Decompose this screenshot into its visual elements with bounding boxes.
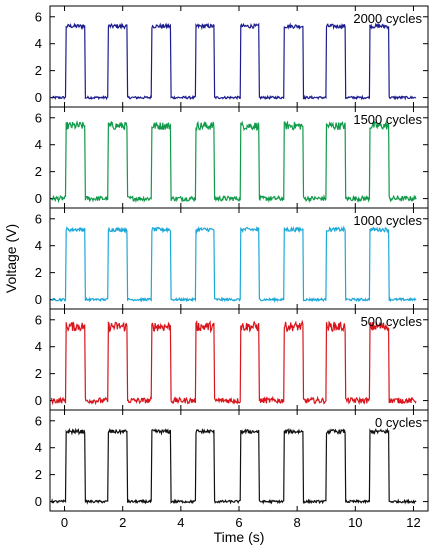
x-tick-label: 8 xyxy=(294,515,301,530)
y-tick-label: 0 xyxy=(35,292,42,307)
panel-label: 1000 cycles xyxy=(353,213,422,228)
panel-frame xyxy=(49,409,429,512)
y-tick-label: 0 xyxy=(35,191,42,206)
x-axis: 0 2 4 6 8 10 12 xyxy=(61,515,421,530)
y-tick-label: 6 xyxy=(35,211,42,226)
x-tick-label: 6 xyxy=(235,515,242,530)
x-tick-label: 12 xyxy=(406,515,420,530)
y-tick-label: 0 xyxy=(35,393,42,408)
x-axis-title: Time (s) xyxy=(214,529,265,545)
y-tick-label: 6 xyxy=(35,312,42,327)
y-axis-title: Voltage (V) xyxy=(3,224,19,293)
series-line xyxy=(51,120,417,204)
y-tick-label: 2 xyxy=(35,63,42,78)
panel-3: 0 2 4 6 500 cycles xyxy=(35,308,429,411)
panel-label: 0 cycles xyxy=(375,415,422,430)
series-line xyxy=(50,427,417,505)
y-tick-label: 4 xyxy=(35,137,42,152)
y-tick-label: 4 xyxy=(35,339,42,354)
panel-1: 0 2 4 6 1500 cycles xyxy=(35,106,429,209)
x-tick-label: 2 xyxy=(119,515,126,530)
y-tick-label: 4 xyxy=(35,238,42,253)
y-tick-label: 2 xyxy=(35,265,42,280)
panel-label: 500 cycles xyxy=(361,314,423,329)
y-tick-label: 6 xyxy=(35,9,42,24)
y-tick-label: 6 xyxy=(35,110,42,125)
panel-label: 2000 cycles xyxy=(353,11,422,26)
panel-0: 0 2 4 6 2000 cycles xyxy=(35,5,429,108)
panel-2: 0 2 4 6 1000 cycles xyxy=(35,207,429,310)
x-tick-label: 4 xyxy=(177,515,184,530)
x-tick-label: 0 xyxy=(61,515,68,530)
series-line xyxy=(50,225,417,304)
y-tick-label: 2 xyxy=(35,366,42,381)
x-tick-label: 10 xyxy=(348,515,362,530)
series-line xyxy=(50,319,417,406)
y-tick-label: 2 xyxy=(35,467,42,482)
y-tick-label: 4 xyxy=(35,440,42,455)
panel-label: 1500 cycles xyxy=(353,112,422,127)
y-tick-label: 0 xyxy=(35,90,42,105)
series-line xyxy=(51,22,417,101)
y-tick-label: 4 xyxy=(35,36,42,51)
panel-4: 0 2 4 6 0 cycles xyxy=(35,409,429,512)
y-tick-label: 2 xyxy=(35,164,42,179)
y-tick-label: 6 xyxy=(35,413,42,428)
y-tick-label: 0 xyxy=(35,494,42,509)
